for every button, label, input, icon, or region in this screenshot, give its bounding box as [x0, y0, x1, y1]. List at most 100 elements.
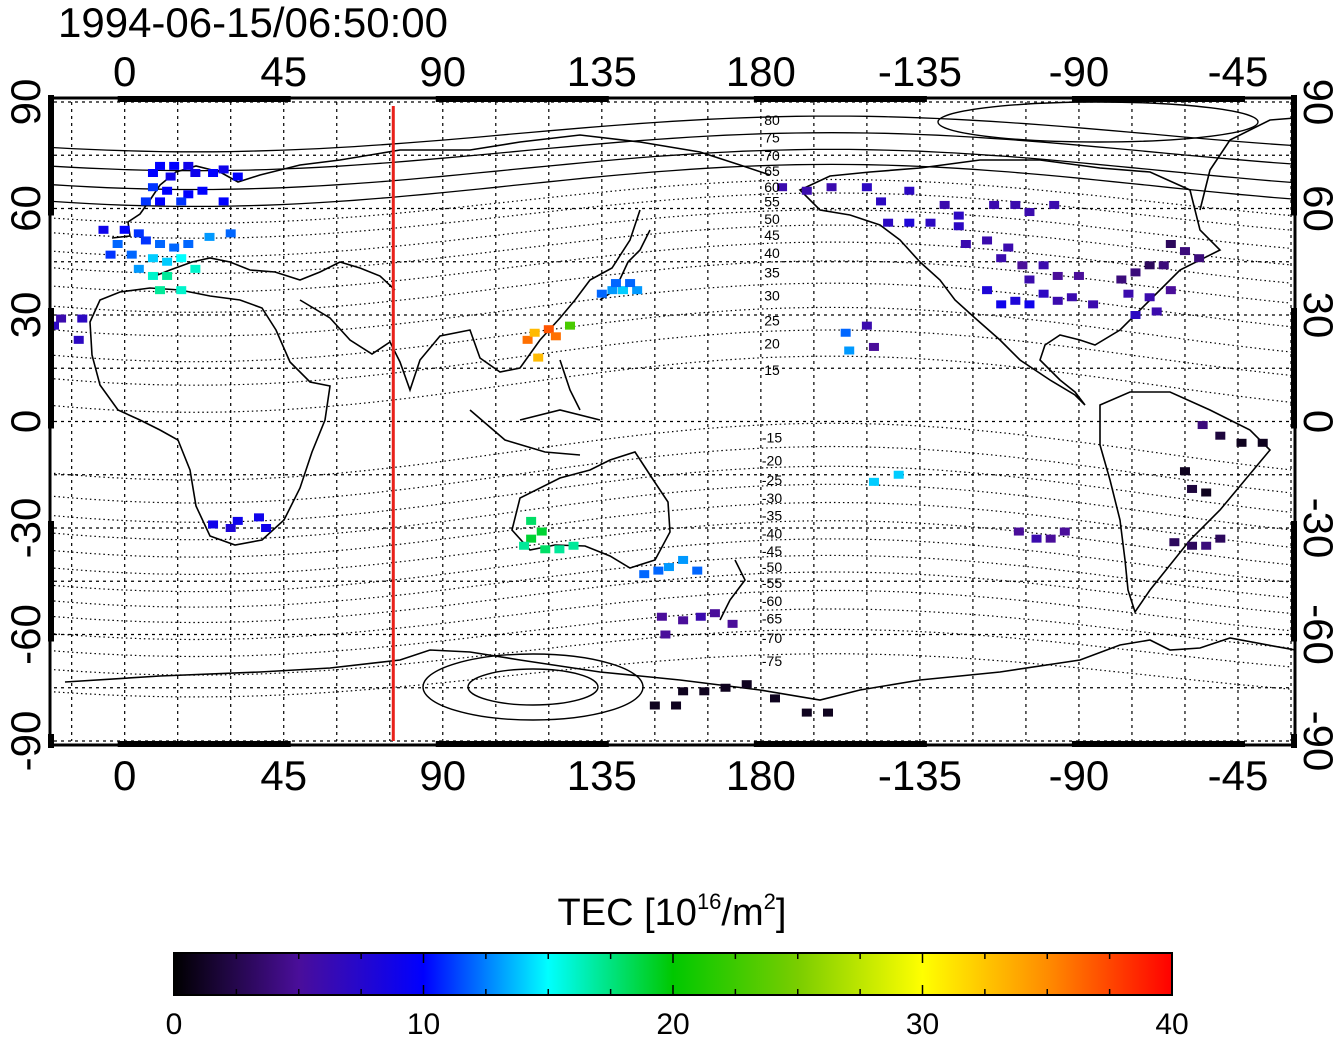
tec-cell	[1169, 538, 1180, 547]
contour-label: -55	[762, 575, 782, 591]
tec-cell	[529, 328, 540, 337]
tec-cell	[607, 286, 618, 295]
contour-line	[53, 445, 1292, 504]
tec-cell	[1201, 541, 1212, 550]
tec-cell	[678, 616, 689, 625]
contour-label: -20	[762, 453, 782, 469]
tec-cell	[261, 524, 272, 532]
contour-label: 80	[764, 112, 780, 128]
tec-cell	[225, 524, 236, 532]
tec-cell	[1165, 240, 1176, 248]
lon-tick-label-bottom: 45	[260, 752, 307, 799]
tec-cell	[232, 172, 243, 181]
tec-cell	[844, 346, 855, 355]
coastline-south-america	[1099, 391, 1272, 614]
colorbar-tick-label: 20	[656, 1008, 690, 1041]
tec-cell	[741, 680, 752, 689]
lon-tick-label-bottom: -90	[1049, 752, 1110, 799]
lat-tick-label-right: 30	[1295, 292, 1342, 339]
tec-cell	[105, 250, 116, 259]
lon-tick-label-bottom: 0	[113, 752, 136, 799]
lat-tick-label-left: -60	[2, 604, 49, 665]
tec-cell	[1197, 421, 1208, 430]
tec-cell	[176, 254, 187, 263]
tec-cell	[533, 353, 544, 362]
bottom-axis-bar	[760, 741, 920, 747]
tec-cell	[1038, 289, 1049, 298]
lat-tick-label-left: 60	[2, 185, 49, 232]
tec-cell	[77, 314, 88, 323]
tec-cell	[147, 271, 158, 280]
tec-cell	[50, 321, 59, 330]
tec-cell	[720, 683, 731, 692]
tec-cell	[989, 200, 1000, 209]
contour-line	[53, 192, 1292, 239]
tec-cell	[840, 328, 851, 337]
top-axis-bar	[124, 96, 284, 102]
tec-cell	[536, 527, 547, 536]
tec-cell	[176, 286, 187, 295]
tec-cell	[162, 271, 173, 280]
lat-tick-label-right: 0	[1295, 410, 1342, 433]
contour-line	[53, 501, 1292, 558]
tec-cell	[663, 563, 674, 572]
tec-cell	[904, 218, 915, 227]
tec-cell	[826, 183, 837, 192]
tec-cell	[1144, 261, 1155, 270]
tec-cell	[550, 332, 561, 341]
tec-cell	[133, 264, 144, 273]
tec-cell	[695, 612, 706, 621]
tec-cell	[678, 687, 689, 696]
contour-label: 15	[764, 362, 780, 378]
tec-cell	[868, 342, 879, 351]
lat-tick-left	[48, 734, 54, 748]
lat-tick-label-right: 90	[1295, 79, 1342, 126]
contour-label: 25	[764, 312, 780, 328]
tec-cell	[1059, 527, 1070, 536]
colorbar-tick-label: 40	[1155, 1008, 1189, 1041]
tec-cell	[1158, 261, 1169, 270]
tec-cell	[1215, 431, 1226, 440]
tec-cell	[1187, 484, 1198, 493]
tec-cell	[709, 609, 720, 618]
contour-line	[53, 571, 1292, 624]
tec-cell	[1003, 243, 1014, 252]
contour-label: -25	[762, 472, 782, 488]
tec-cell	[126, 250, 137, 259]
lon-tick-label-top: -135	[878, 48, 962, 95]
tec-observations	[50, 161, 1268, 717]
tec-cell	[208, 520, 219, 529]
tec-cell	[660, 630, 671, 639]
contour-label: -65	[762, 611, 782, 627]
coastline-greenland	[1199, 117, 1295, 211]
contour-label: -35	[762, 508, 782, 524]
tec-cell	[208, 169, 219, 177]
lat-tick-label-left: -30	[2, 498, 49, 559]
top-axis-bar	[1078, 96, 1238, 102]
coastline-new-zealand	[719, 559, 746, 621]
tec-cell	[953, 222, 964, 231]
colorbar-tick-label: 10	[406, 1008, 441, 1041]
tec-cell	[140, 197, 151, 206]
tec-cell	[1010, 296, 1021, 305]
tec-cell	[596, 289, 607, 298]
contour-line	[53, 178, 1292, 224]
contour-label: 60	[764, 179, 780, 195]
tec-cell	[982, 236, 993, 245]
tec-cell	[183, 190, 194, 199]
tec-cell	[133, 229, 144, 238]
colorbar-tick-label: 30	[905, 1008, 940, 1041]
contour-label: -75	[762, 653, 782, 669]
coastline-europe	[111, 134, 771, 291]
lon-tick-label-top: 180	[726, 48, 796, 95]
tec-cell	[253, 513, 264, 522]
top-axis-bar	[442, 96, 602, 102]
colorbar-minor-ticks	[173, 953, 1173, 995]
contour-line	[53, 520, 1292, 576]
lon-tick-label-top: -45	[1208, 48, 1269, 95]
tec-cell	[996, 254, 1007, 263]
contour-line	[53, 163, 1292, 208]
tec-cell	[147, 169, 158, 177]
contour-line	[53, 329, 1292, 386]
coastlines	[64, 117, 1295, 701]
